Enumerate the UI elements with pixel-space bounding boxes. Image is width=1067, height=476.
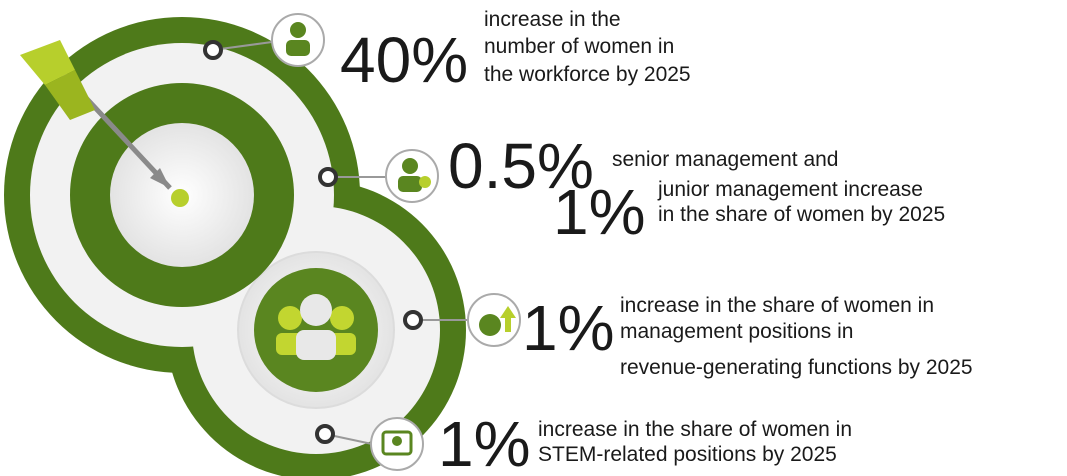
text-line: management positions in (620, 320, 853, 343)
stat: 1% (438, 408, 531, 476)
target-graphic (4, 17, 466, 476)
text-line: junior management increase (657, 178, 923, 201)
text-line: in the share of women by 2025 (658, 203, 945, 226)
text-line: the workforce by 2025 (484, 63, 691, 86)
text-line: increase in the share of women in (620, 294, 934, 317)
text-line: increase in the share of women in (538, 418, 852, 441)
stat: 0.5% (448, 130, 594, 202)
text-line: number of women in (484, 35, 674, 58)
text-line: senior management and (612, 148, 838, 171)
texts: 40% increase in the number of women in t… (340, 8, 973, 476)
text-line: revenue-generating functions by 2025 (620, 356, 973, 379)
stat: 1% (522, 292, 615, 364)
text-line: increase in the (484, 8, 621, 31)
stat: 40% (340, 24, 468, 96)
stat: 1% (553, 176, 646, 248)
text-line: STEM-related positions by 2025 (538, 443, 837, 466)
icons (286, 22, 516, 456)
